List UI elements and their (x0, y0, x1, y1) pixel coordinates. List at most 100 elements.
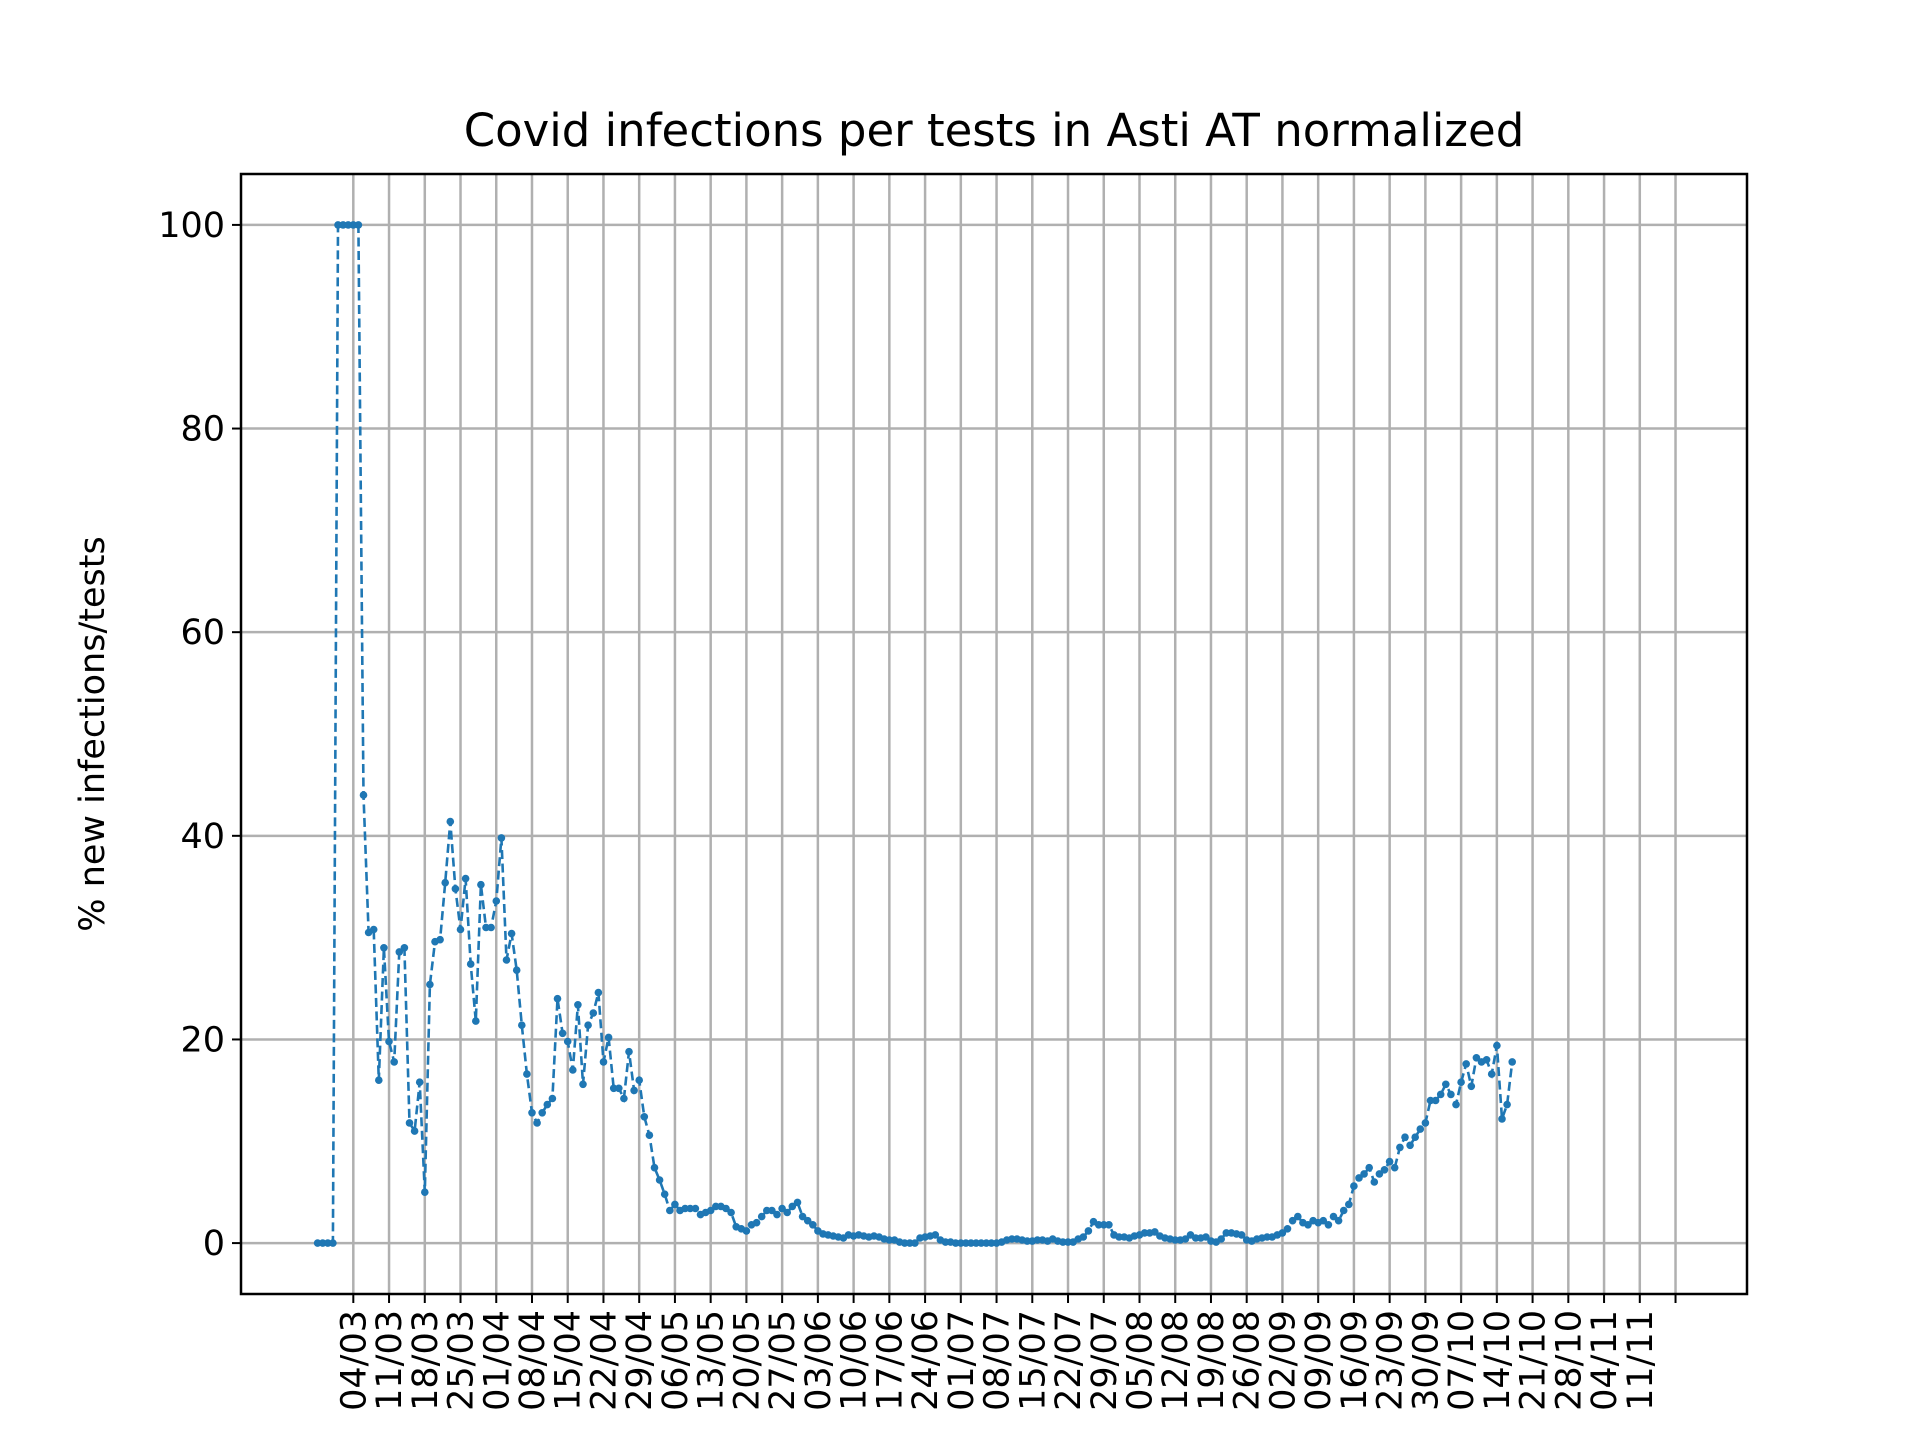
data-point (461, 874, 470, 883)
data-point (645, 1131, 654, 1139)
data-point (1283, 1225, 1292, 1233)
data-point (1345, 1200, 1353, 1209)
data-point (1237, 1231, 1246, 1239)
data-point (558, 1029, 567, 1038)
x-tick-label: 11/11 (1621, 1310, 1661, 1411)
data-point (380, 944, 388, 952)
data-point (987, 1239, 996, 1247)
series-layer (313, 221, 1516, 1247)
data-point (1355, 1174, 1363, 1182)
data-point (451, 885, 460, 893)
data-point (1105, 1221, 1113, 1229)
x-tick-label: 24/06 (906, 1310, 946, 1411)
data-point (599, 1058, 608, 1066)
x-tick-label: 09/09 (1299, 1310, 1339, 1411)
chart-title: Covid infections per tests in Asti AT no… (464, 104, 1525, 157)
data-point (1360, 1170, 1368, 1178)
x-tick-label: 08/04 (513, 1310, 553, 1411)
x-tick-label: 22/07 (1049, 1310, 1089, 1411)
data-point (1385, 1157, 1394, 1166)
y-axis: 0 20 40 60 80 100 (158, 206, 241, 1264)
data-point (1350, 1182, 1358, 1190)
data-point (1462, 1060, 1470, 1068)
x-tick-label: 07/10 (1442, 1310, 1482, 1411)
x-tick-label: 23/09 (1371, 1310, 1411, 1411)
data-point (655, 1176, 664, 1184)
data-point (375, 1076, 383, 1084)
y-tick-label: 80 (180, 410, 225, 450)
data-point (752, 1218, 761, 1227)
x-tick-label: 29/07 (1085, 1310, 1125, 1411)
data-point (1482, 1056, 1491, 1064)
data-point (538, 1109, 546, 1117)
data-point (742, 1227, 751, 1235)
data-point (421, 1188, 429, 1196)
data-point (666, 1206, 674, 1215)
data-point (523, 1070, 531, 1078)
x-axis: 04/0311/0318/0325/0301/0408/0415/0422/04… (334, 1294, 1677, 1411)
x-tick-label: 17/06 (870, 1310, 910, 1411)
data-point (1375, 1170, 1384, 1178)
x-tick-label: 13/05 (692, 1310, 732, 1411)
data-point (1334, 1216, 1343, 1225)
data-point (625, 1047, 633, 1056)
x-tick-label: 27/05 (763, 1310, 803, 1411)
data-point (1304, 1221, 1312, 1229)
x-tick-label: 29/04 (620, 1310, 660, 1411)
data-point (1278, 1229, 1287, 1237)
data-point (691, 1204, 700, 1213)
data-point (809, 1221, 817, 1229)
data-point (604, 1033, 613, 1042)
data-point (640, 1113, 649, 1121)
data-point (594, 988, 603, 997)
x-tick-label: 30/09 (1406, 1310, 1446, 1411)
data-point (722, 1204, 730, 1213)
data-point (793, 1198, 802, 1207)
data-point (686, 1204, 694, 1213)
data-point (507, 929, 516, 938)
x-tick-label: 03/06 (799, 1310, 839, 1411)
data-point (1329, 1212, 1338, 1221)
data-point (553, 994, 562, 1003)
data-point (1181, 1235, 1190, 1243)
x-tick-label: 01/04 (477, 1310, 517, 1411)
data-point (466, 960, 475, 968)
data-point (512, 966, 521, 974)
data-point (492, 897, 501, 905)
data-point (1431, 1096, 1440, 1105)
data-point (477, 880, 485, 889)
data-point (1324, 1221, 1333, 1229)
data-point (569, 1066, 577, 1074)
data-point (650, 1163, 659, 1172)
data-point (405, 1119, 414, 1127)
data-point (803, 1216, 812, 1225)
grid-layer (241, 174, 1747, 1294)
data-point (543, 1100, 552, 1109)
x-tick-label: 22/04 (584, 1310, 624, 1411)
data-point (1401, 1133, 1409, 1141)
x-tick-label: 25/03 (442, 1310, 482, 1411)
data-point (1288, 1216, 1297, 1225)
data-point (1447, 1090, 1455, 1099)
x-tick-label: 19/08 (1192, 1310, 1232, 1411)
data-point (757, 1212, 766, 1221)
data-point (1452, 1100, 1460, 1109)
data-point (1396, 1143, 1404, 1152)
data-point (671, 1200, 679, 1209)
data-point (1370, 1178, 1379, 1186)
data-point (1217, 1235, 1225, 1243)
data-point (1380, 1166, 1389, 1174)
data-point (1508, 1058, 1516, 1066)
data-point (584, 1021, 592, 1029)
data-point (931, 1231, 940, 1239)
y-axis-label: % new infections/tests (73, 536, 113, 931)
data-point (563, 1037, 572, 1046)
data-point (446, 817, 455, 826)
x-tick-label: 14/10 (1478, 1310, 1518, 1411)
data-point (441, 878, 450, 887)
data-point (660, 1190, 669, 1198)
data-point (773, 1210, 781, 1219)
data-point (329, 1239, 337, 1247)
data-point (502, 956, 511, 964)
